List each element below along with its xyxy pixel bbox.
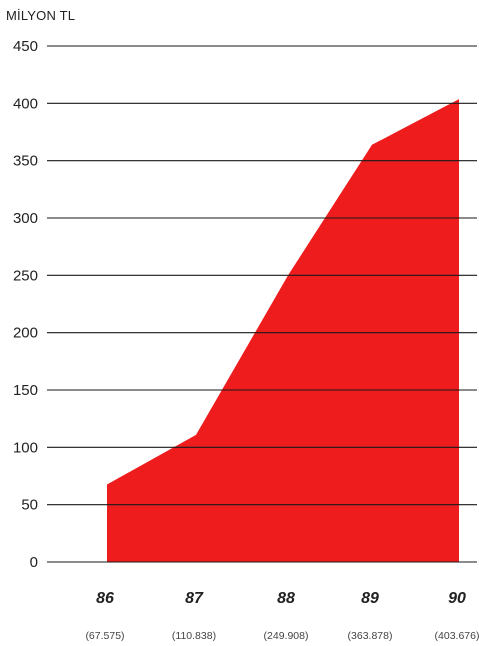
area-layer [106,99,460,562]
y-tick-label-300: 300 [13,210,38,227]
area-fill [107,99,459,562]
x-tick-sublabel-88: (249.908) [264,630,309,642]
x-tick-sublabel-86: (67.575) [85,630,124,642]
y-tick-label-0: 0 [30,554,38,571]
y-tick-label-150: 150 [13,382,38,399]
x-tick-sublabel-89: (363.878) [348,630,393,642]
x-tick-label-89: 89 [361,590,379,607]
y-tick-label-450: 450 [13,38,38,55]
x-tick-sublabel-87: (110.838) [172,630,216,642]
y-tick-label-350: 350 [13,153,38,170]
x-tick-sublabel-90: (403.676) [435,630,479,642]
x-tick-label-87: 87 [185,590,204,607]
x-tick-labels: 86 (67.575) 87 (110.838) 88 (249.908) 89 (363.8… [85,590,479,642]
y-tick-label-50: 50 [21,497,38,514]
x-tick-label-88: 88 [277,590,295,607]
y-tick-labels: 0 50 100 150 200 250 300 350 400 450 [13,38,38,571]
y-tick-label-200: 200 [13,325,38,342]
x-tick-label-86: 86 [96,590,114,607]
y-tick-label-400: 400 [13,95,38,112]
y-tick-label-250: 250 [13,267,38,284]
x-tick-label-90: 90 [448,590,466,607]
y-axis-unit-label: MİLYON TL [6,8,76,23]
y-tick-label-100: 100 [13,439,38,456]
grid-layer [47,45,477,563]
